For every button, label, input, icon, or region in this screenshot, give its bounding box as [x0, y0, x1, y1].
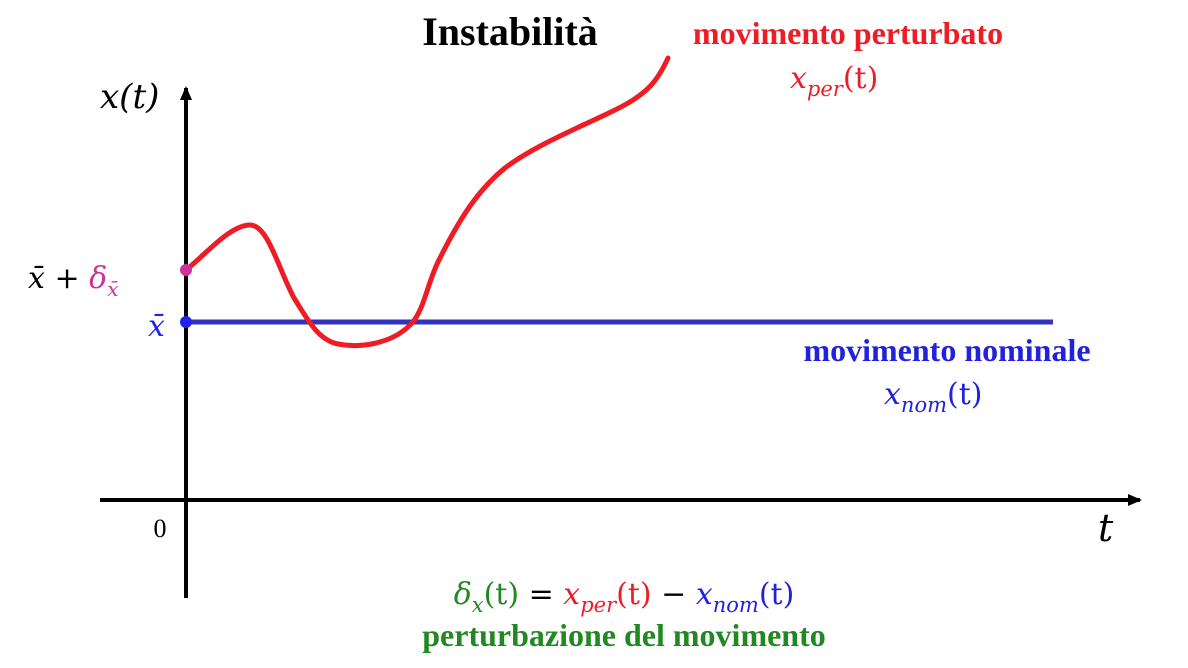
perturbed-initial-point: [180, 264, 192, 276]
perturbed-initial-value-label: x̄ + δx̄: [28, 261, 118, 301]
origin-label: 0: [154, 514, 167, 543]
diagram-title: Instabilità: [422, 9, 598, 54]
perturbation-equation: δx(t) = xper(t) − xnom(t): [454, 577, 795, 617]
perturbed-motion-symbol: xper(t): [790, 61, 878, 101]
x-axis-label: t: [1098, 506, 1114, 550]
nominal-value-label: x̄: [148, 309, 165, 344]
y-axis-label: x(t): [100, 77, 159, 117]
perturbed-motion-name: movimento perturbato: [693, 15, 1003, 51]
nominal-motion-name: movimento nominale: [803, 332, 1090, 368]
nominal-motion-symbol: xnom(t): [884, 377, 982, 417]
perturbed-motion-curve: [183, 55, 671, 348]
nominal-initial-point: [180, 316, 192, 328]
perturbation-caption: perturbazione del movimento: [422, 617, 826, 653]
